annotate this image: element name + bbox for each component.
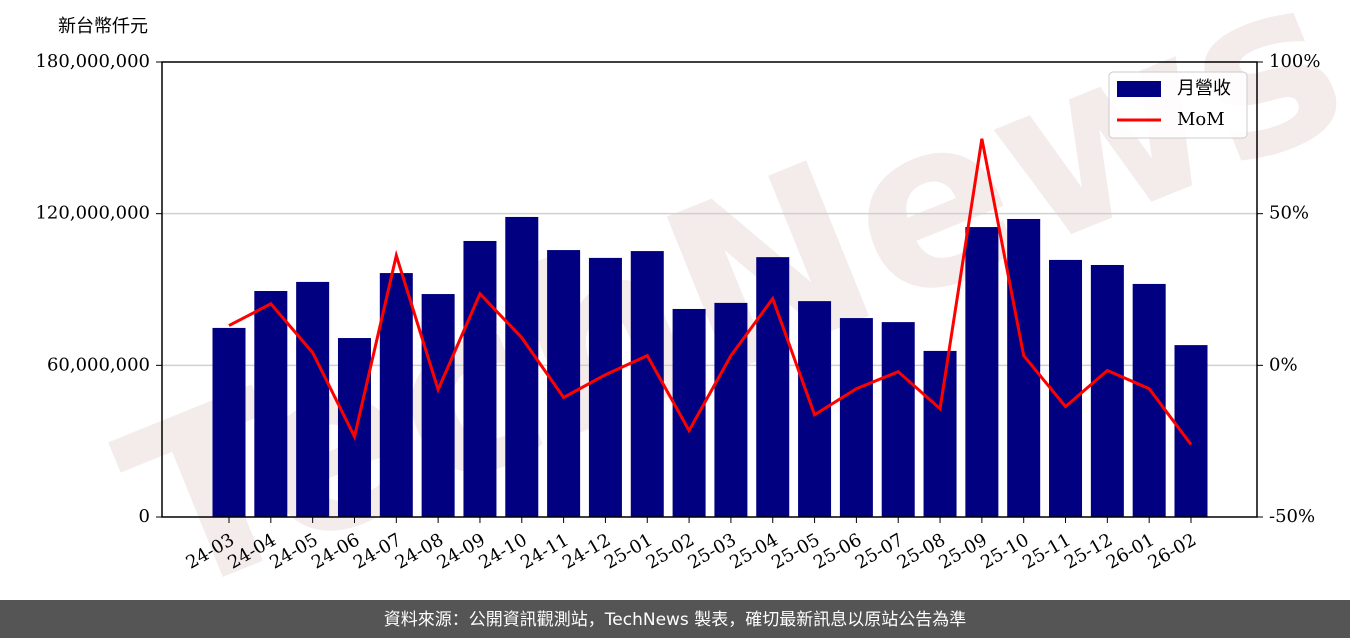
y-tick-label: 0 <box>139 506 150 527</box>
bar <box>505 216 539 518</box>
y-tick-label: 120,000,000 <box>35 203 150 224</box>
bar <box>965 227 999 517</box>
bar <box>672 308 706 517</box>
bar <box>839 318 873 517</box>
bar <box>296 281 330 517</box>
bar <box>714 302 748 517</box>
plot-frame <box>161 61 1258 518</box>
y-tick-label: 180,000,000 <box>35 51 150 72</box>
y2-tick-label: 50% <box>1269 203 1309 224</box>
source-note: 資料來源：公開資訊觀測站，TechNews 製表，確切最新訊息以原站公告為準 <box>384 610 966 630</box>
bar <box>630 251 664 518</box>
bar <box>463 240 497 517</box>
bar <box>1049 259 1083 517</box>
line <box>228 138 1193 446</box>
bar <box>1132 283 1166 517</box>
bar <box>923 350 957 517</box>
y2-tick-label: 0% <box>1269 354 1298 375</box>
y-axis-label: 新台幣仟元 <box>58 16 148 37</box>
footer-bar <box>0 600 1350 638</box>
legend-label: 月營收 <box>1177 78 1231 99</box>
bar <box>212 327 246 517</box>
bar <box>337 338 371 517</box>
x-tick-label: 26-02 <box>1145 529 1200 573</box>
y2-tick-label: -50% <box>1269 506 1315 527</box>
bar <box>588 257 622 517</box>
y2-tick-label: 100% <box>1269 51 1320 72</box>
bar <box>254 291 288 517</box>
bar <box>881 322 915 517</box>
bar <box>379 273 413 517</box>
legend-swatch <box>1117 81 1161 97</box>
bar <box>1090 264 1124 517</box>
legend-label: MoM <box>1177 109 1225 130</box>
y-tick-label: 60,000,000 <box>47 354 150 375</box>
bar <box>421 294 455 517</box>
